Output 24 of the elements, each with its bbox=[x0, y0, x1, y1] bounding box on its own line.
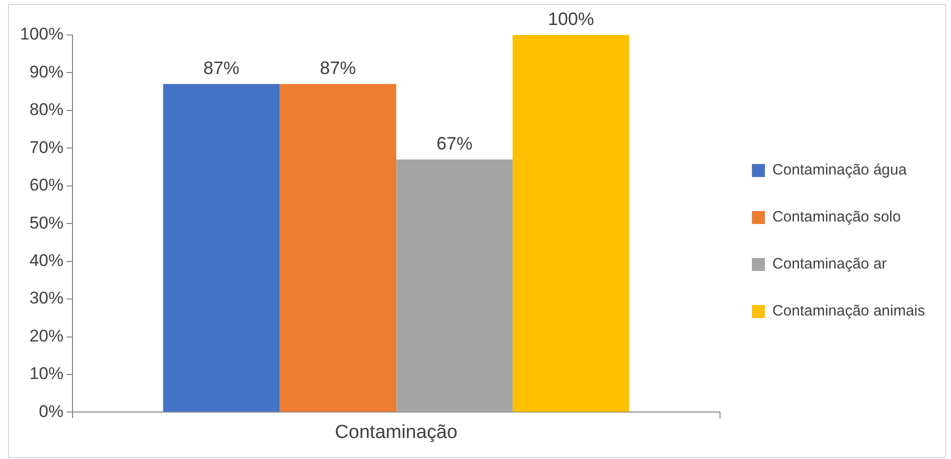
y-tick-label: 90% bbox=[29, 62, 64, 82]
bar bbox=[163, 84, 280, 412]
x-tick-label: Contaminação bbox=[334, 422, 458, 443]
y-tick-label: 80% bbox=[29, 100, 64, 120]
y-tick-label: 0% bbox=[38, 402, 64, 421]
bar bbox=[280, 84, 396, 412]
y-tick-label: 40% bbox=[29, 251, 64, 270]
data-label: 67% bbox=[436, 133, 472, 154]
bar bbox=[512, 35, 630, 412]
legend-label: Contaminação ar bbox=[772, 256, 887, 273]
data-label: 100% bbox=[548, 8, 594, 29]
legend-label: Contaminação água bbox=[772, 162, 908, 179]
y-tick-label: 50% bbox=[29, 213, 64, 232]
y-tick-label: 60% bbox=[29, 176, 64, 195]
y-tick-label: 20% bbox=[29, 326, 64, 346]
data-label: 87% bbox=[320, 58, 356, 78]
y-tick-label: 100% bbox=[20, 24, 64, 44]
data-label: 87% bbox=[203, 58, 240, 78]
legend-label: Contaminação solo bbox=[772, 208, 901, 226]
y-tick-label: 70% bbox=[29, 138, 64, 157]
legend-label: Contaminação animais bbox=[772, 302, 925, 320]
y-tick-label: 10% bbox=[29, 364, 64, 384]
bar bbox=[396, 159, 513, 412]
y-tick-label: 30% bbox=[29, 288, 64, 308]
